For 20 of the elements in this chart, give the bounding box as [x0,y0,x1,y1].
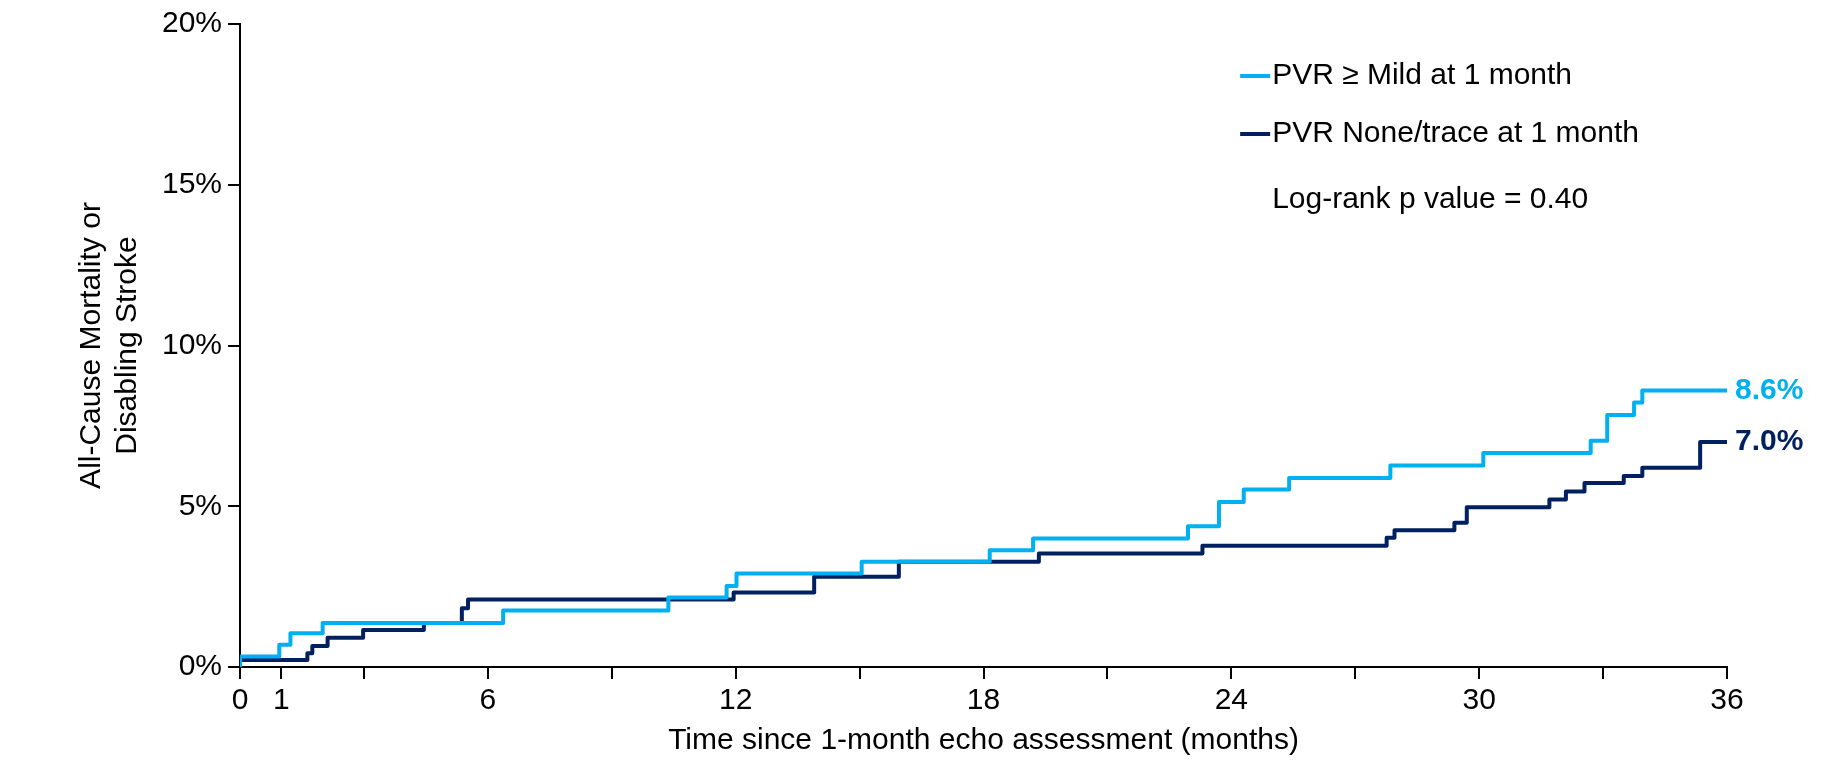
x-tick-label: 18 [966,682,1001,716]
y-tick-label: 20% [162,5,223,39]
y-tick-label: 15% [162,166,223,200]
x-tick-label: 1 [273,682,290,716]
x-tick-label: 24 [1214,682,1249,716]
x-tick-label: 6 [479,682,497,716]
annotation: 8.6% [1735,371,1804,405]
y-tick-label: 5% [178,487,223,521]
annotation: Log-rank p value = 0.40 [1272,181,1589,215]
annotation: 7.0% [1735,423,1804,457]
x-tick-label: 0 [231,682,249,716]
y-axis-title: All-Cause Mortality or Disabling Stroke [73,202,143,489]
x-tick-label: 30 [1462,682,1496,716]
x-tick-label: 12 [719,682,753,716]
y-tick-label: 10% [162,326,223,360]
x-tick-label: 36 [1710,682,1744,716]
x-axis-title: Time since 1-month echo assessment (months) [668,722,1299,756]
y-tick-label: 0% [178,648,223,682]
legend-label: PVR ≥ Mild at 1 month [1272,57,1573,91]
legend-label: PVR None/trace at 1 month [1272,115,1639,149]
